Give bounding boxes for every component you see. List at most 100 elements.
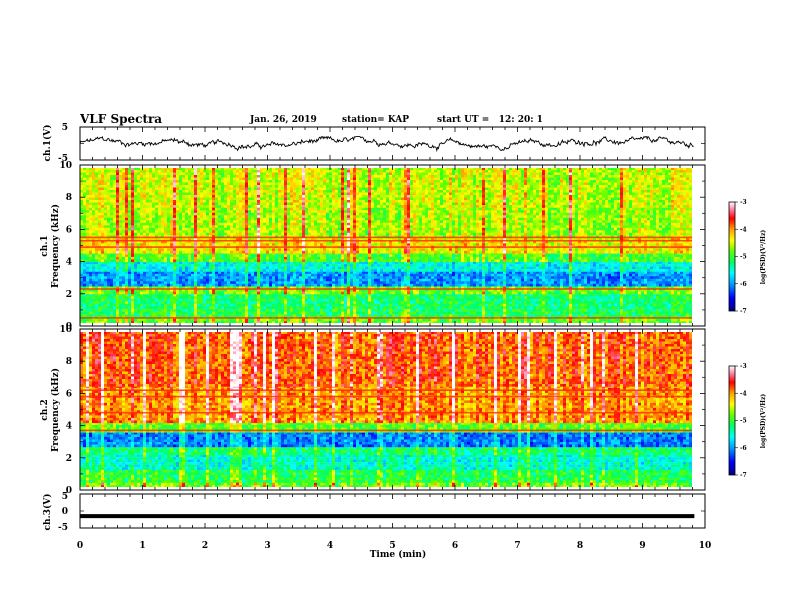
spectrogram-cell [590,276,593,279]
spectrogram-cell [206,273,209,277]
spectrogram-cell [608,273,611,277]
spectrogram-cell [221,273,224,277]
spectrogram-cell [434,303,437,307]
spectrogram-cell [239,281,242,284]
spectrogram-cell [311,289,314,292]
spectrogram-cell [665,321,668,323]
spectrogram-cell [341,278,344,282]
spectrogram-cell [626,318,629,322]
spectrogram-cell [623,289,626,292]
spectrogram-cell [557,273,560,277]
spectrogram-cell [371,271,374,274]
spectrogram-cell [218,314,221,317]
spectrogram-cell [215,298,218,302]
spectrogram-cell [353,273,356,277]
spectrogram-cell [116,293,119,297]
spectrogram-cell [392,309,395,312]
spectrogram-cell [449,298,452,302]
spectrogram-cell [512,318,515,322]
spectrogram-cell [470,289,473,292]
spectrogram-cell [485,291,488,295]
spectrogram-cell [107,301,110,304]
spectrogram-cell [197,281,200,284]
spectrogram-cell [458,283,461,287]
spectrogram-cell [527,289,530,292]
spectrogram-cell [377,311,380,315]
spectrogram-cell [419,278,422,282]
spectrogram-cell [614,314,617,317]
spectrogram-cell [425,278,428,282]
spectrogram-cell [389,314,392,317]
spectrogram-cell [335,291,338,295]
spectrogram-cell [479,309,482,312]
spectrogram-cell [428,311,431,315]
spectrogram-cell [428,301,431,304]
spectrogram-cell [593,271,596,274]
spectrogram-cell [476,303,479,307]
spectrogram-cell [287,273,290,277]
spectrogram-cell [95,293,98,297]
spectrogram-cell [173,309,176,312]
spectrogram-cell [464,298,467,302]
spectrogram-cell [452,273,455,277]
spectrogram-cell [620,306,623,309]
spectrogram-cell [107,271,110,274]
spectrogram-cell [638,303,641,307]
spectrogram-cell [383,281,386,284]
spectrogram-cell [122,273,125,277]
spectrogram-cell [359,273,362,277]
spectrogram-cell [263,278,266,282]
spectrogram-cell [194,276,197,279]
spectrogram-cell [371,298,374,302]
spectrogram-cell [461,298,464,302]
spectrogram-cell [365,291,368,295]
spectrogram-cell [134,298,137,302]
spectrogram-cell [662,278,665,282]
spectrogram-cell [395,321,398,323]
spectrogram-cell [578,318,581,322]
spectrogram-cell [407,293,410,297]
spectrogram-cell [275,306,278,309]
spectrogram-cell [599,271,602,274]
spectrogram-cell [314,289,317,292]
spectrogram-cell [449,283,452,287]
spectrogram-cell [317,306,320,309]
spectrogram-cell [278,309,281,312]
spectrogram-cell [602,321,605,323]
spectrogram-cell [497,278,500,282]
spectrogram-cell [575,301,578,304]
spectrogram-cell [569,289,572,292]
spectrogram-cell [149,321,152,323]
spectrogram-cell [566,281,569,284]
spectrogram-cell [143,281,146,284]
spectrogram-cell [605,318,608,322]
spectrogram-cell [293,303,296,307]
spectrogram-cell [161,311,164,315]
spectrogram-cell [440,314,443,317]
spectrogram-cell [227,309,230,312]
spectrogram-cell [149,286,152,290]
spectrogram-cell [83,281,86,284]
spectrogram-cell [284,291,287,295]
spectrogram-cell [659,273,662,277]
spectrogram-cell [665,291,668,295]
spectrogram-cell [677,281,680,284]
spectrogram-cell [122,306,125,309]
spectrogram-cell [143,301,146,304]
spectrogram-cell [281,276,284,279]
spectrogram-cell [236,296,239,299]
spectrogram-cell [530,289,533,292]
spectrogram-cell [674,278,677,282]
spectrogram-cell [632,296,635,299]
spectrogram-cell [488,306,491,309]
spectrogram-cell [308,281,311,284]
spectrogram-cell [302,291,305,295]
spectrogram-cell [575,321,578,323]
spectrogram-cell [179,306,182,309]
spectrogram-cell [122,301,125,304]
spectrogram-cell [338,289,341,292]
spectrogram-cell [620,273,623,277]
spectrogram-cell [626,306,629,309]
spectrogram-cell [638,273,641,277]
spectrogram-cell [158,278,161,282]
